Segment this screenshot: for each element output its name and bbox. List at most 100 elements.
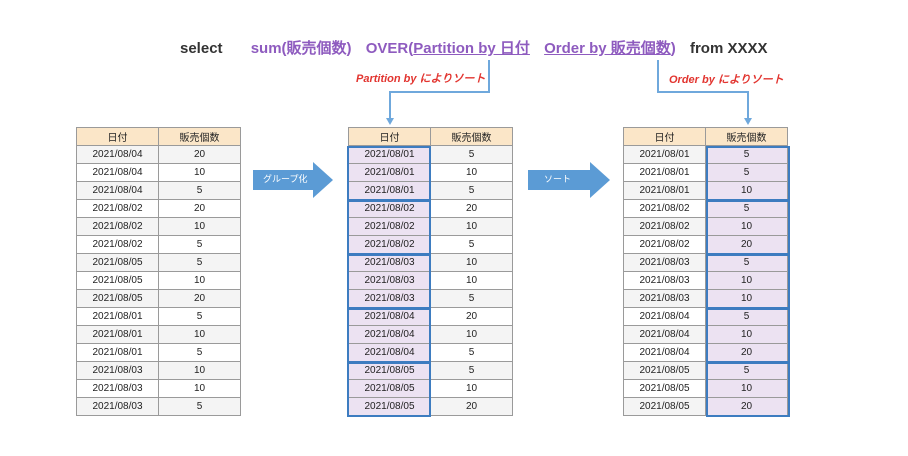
- date-cell: 2021/08/03: [348, 289, 431, 308]
- date-cell: 2021/08/03: [76, 379, 159, 398]
- date-cell: 2021/08/02: [623, 217, 706, 236]
- sales-cell: 5: [158, 343, 241, 362]
- sales-cell: 10: [705, 271, 788, 290]
- sales-cell: 5: [705, 253, 788, 272]
- table-row: 2021/08/02 5: [348, 235, 513, 254]
- table-row: 2021/08/05 20: [76, 289, 241, 308]
- table-row: 2021/08/05 10: [348, 379, 513, 398]
- sales-cell: 5: [430, 343, 513, 362]
- table-row: 2021/08/02 20: [76, 199, 241, 218]
- partition-annotation: Partition by によりソート: [356, 73, 486, 85]
- table-row: 2021/08/01 5: [76, 343, 241, 362]
- table-row: 2021/08/04 20: [76, 145, 241, 164]
- table-row: 2021/08/02 10: [76, 217, 241, 236]
- table-row: 2021/08/05 5: [623, 361, 788, 380]
- sales-cell: 20: [705, 235, 788, 254]
- table-row: 2021/08/04 10: [348, 325, 513, 344]
- table-row: 2021/08/05 10: [623, 379, 788, 398]
- date-cell: 2021/08/05: [623, 379, 706, 398]
- date-cell: 2021/08/01: [623, 145, 706, 164]
- original-table: 日付 販売個数 2021/08/04 20 2021/08/04 10 2021/08/04…: [76, 127, 241, 416]
- sales-cell: 5: [430, 145, 513, 164]
- group-arrow-label: グループ化: [253, 170, 313, 190]
- date-cell: 2021/08/02: [623, 235, 706, 254]
- select-keyword: select: [180, 40, 223, 57]
- table-row: 2021/08/02 10: [623, 217, 788, 236]
- table-row: 2021/08/03 5: [348, 289, 513, 308]
- table-row: 2021/08/01 5: [348, 181, 513, 200]
- table-row: 2021/08/01 5: [623, 163, 788, 182]
- date-cell: 2021/08/02: [348, 199, 431, 218]
- table-row: 2021/08/01 10: [623, 181, 788, 200]
- date-cell: 2021/08/05: [76, 271, 159, 290]
- table-row: 2021/08/03 10: [623, 289, 788, 308]
- table-row: 2021/08/05 20: [623, 397, 788, 416]
- over-close: ): [670, 40, 676, 57]
- sales-cell: 10: [705, 325, 788, 344]
- date-cell: 2021/08/02: [348, 235, 431, 254]
- date-cell: 2021/08/01: [76, 307, 159, 326]
- sort-arrowhead-icon: [590, 162, 610, 198]
- table-row: 2021/08/04 5: [623, 307, 788, 326]
- sales-cell: 10: [430, 271, 513, 290]
- sales-column-header: 販売個数: [158, 127, 241, 146]
- order-arrowhead-icon: [744, 118, 752, 125]
- sales-cell: 10: [705, 217, 788, 236]
- date-cell: 2021/08/03: [348, 253, 431, 272]
- sales-cell: 5: [158, 181, 241, 200]
- table-row: 2021/08/05 20: [348, 397, 513, 416]
- date-cell: 2021/08/05: [348, 397, 431, 416]
- sales-cell: 5: [705, 199, 788, 218]
- date-cell: 2021/08/02: [348, 217, 431, 236]
- table-row: 2021/08/05 10: [76, 271, 241, 290]
- date-cell: 2021/08/05: [623, 361, 706, 380]
- sales-cell: 10: [705, 181, 788, 200]
- date-column-header: 日付: [623, 127, 706, 146]
- date-cell: 2021/08/02: [623, 199, 706, 218]
- sales-cell: 5: [705, 145, 788, 164]
- table-row: 2021/08/02 20: [348, 199, 513, 218]
- date-cell: 2021/08/01: [76, 343, 159, 362]
- sales-cell: 10: [158, 325, 241, 344]
- date-cell: 2021/08/03: [348, 271, 431, 290]
- ordered-table: 日付 販売個数 2021/08/01 5 2021/08/01 5 2021/08/01 10…: [623, 127, 788, 416]
- table-row: 2021/08/03 10: [76, 379, 241, 398]
- sales-cell: 10: [705, 289, 788, 308]
- partition-connector: [488, 60, 490, 92]
- header-row: 日付 販売個数: [623, 127, 788, 146]
- sales-column-header: 販売個数: [705, 127, 788, 146]
- sales-cell: 10: [158, 361, 241, 380]
- table-row: 2021/08/01 10: [348, 163, 513, 182]
- date-cell: 2021/08/05: [623, 397, 706, 416]
- order-connector-v: [747, 91, 749, 119]
- date-cell: 2021/08/03: [76, 361, 159, 380]
- sales-cell: 20: [158, 289, 241, 308]
- table-row: 2021/08/03 10: [623, 271, 788, 290]
- sales-cell: 5: [705, 361, 788, 380]
- table-row: 2021/08/03 10: [348, 271, 513, 290]
- date-cell: 2021/08/03: [623, 253, 706, 272]
- sales-cell: 5: [430, 289, 513, 308]
- sales-cell: 5: [158, 397, 241, 416]
- date-cell: 2021/08/03: [623, 289, 706, 308]
- table-row: 2021/08/02 5: [623, 199, 788, 218]
- sales-cell: 10: [158, 379, 241, 398]
- sales-cell: 5: [705, 163, 788, 182]
- date-cell: 2021/08/03: [76, 397, 159, 416]
- partitioned-table: 日付 販売個数 2021/08/01 5 2021/08/01 10 2021/08/01 5…: [348, 127, 513, 416]
- table-row: 2021/08/01 5: [76, 307, 241, 326]
- sales-column-header: 販売個数: [430, 127, 513, 146]
- table-row: 2021/08/03 10: [348, 253, 513, 272]
- sales-cell: 10: [430, 379, 513, 398]
- sum-function: sum(販売個数): [250, 40, 352, 57]
- table-row: 2021/08/02 20: [623, 235, 788, 254]
- date-cell: 2021/08/01: [623, 181, 706, 200]
- table-row: 2021/08/01 5: [348, 145, 513, 164]
- sales-cell: 5: [430, 181, 513, 200]
- sales-cell: 5: [158, 253, 241, 272]
- partition-arrowhead-icon: [386, 118, 394, 125]
- date-cell: 2021/08/01: [623, 163, 706, 182]
- table-row: 2021/08/02 5: [76, 235, 241, 254]
- date-cell: 2021/08/02: [76, 199, 159, 218]
- date-cell: 2021/08/05: [348, 361, 431, 380]
